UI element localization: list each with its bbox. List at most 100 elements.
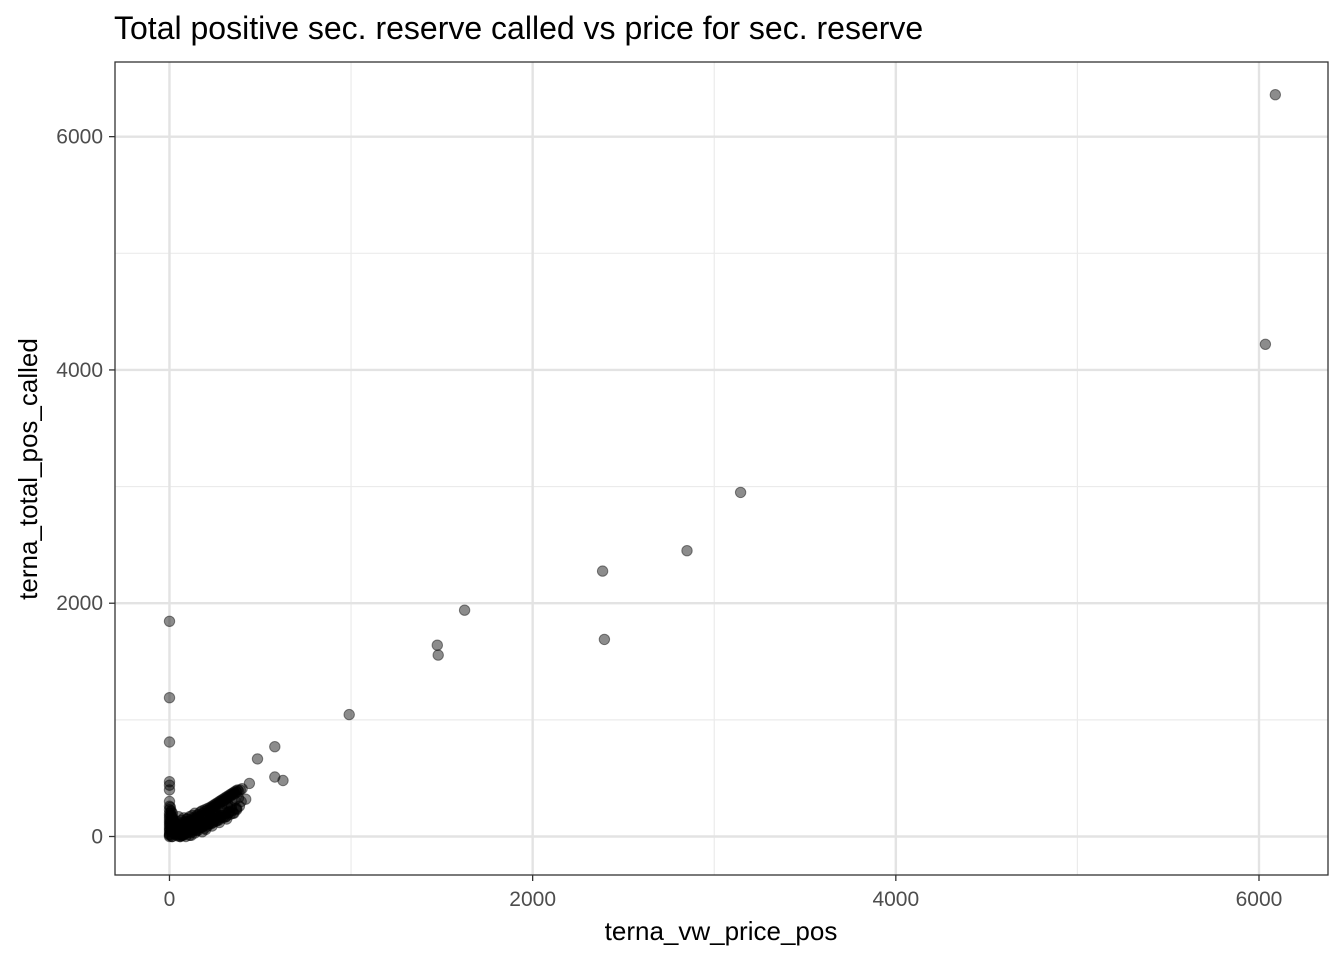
x-axis-ticks: 0 2000 4000 6000 (164, 875, 1283, 911)
data-point (201, 802, 214, 815)
data-point (169, 828, 181, 840)
data-point (191, 811, 204, 823)
data-point (181, 820, 194, 832)
data-point (184, 819, 197, 831)
minor-gridlines (115, 62, 1328, 875)
data-point (211, 813, 224, 825)
data-point (192, 819, 205, 831)
data-point (226, 787, 238, 800)
x-tick-label: 6000 (1236, 888, 1283, 911)
data-points (163, 89, 1282, 843)
data-point (201, 820, 214, 832)
data-point (198, 816, 210, 829)
data-point (174, 830, 187, 843)
data-point (180, 830, 192, 843)
data-point (166, 809, 178, 822)
data-point (192, 808, 205, 820)
data-point (218, 794, 230, 806)
data-point (211, 799, 223, 811)
data-point (163, 826, 176, 838)
data-point (171, 827, 183, 839)
data-point (196, 821, 208, 833)
data-point (229, 787, 241, 800)
data-point (173, 828, 185, 840)
data-point (164, 814, 177, 826)
data-point (173, 825, 186, 837)
data-point (212, 814, 225, 826)
y-tick-label: 0 (91, 826, 103, 849)
data-point (681, 545, 693, 557)
data-point (170, 821, 183, 833)
data-point (175, 829, 188, 841)
data-point (196, 805, 208, 817)
data-point (170, 827, 182, 839)
data-point (184, 816, 197, 829)
data-point (163, 828, 176, 840)
data-point (269, 771, 281, 783)
data-point (214, 802, 227, 815)
data-point (211, 812, 223, 824)
data-point (175, 814, 188, 826)
data-point (230, 802, 242, 815)
data-point (233, 800, 246, 812)
data-point (179, 826, 191, 838)
data-point (209, 804, 221, 816)
data-point (204, 816, 217, 829)
data-point (189, 813, 201, 825)
data-point (188, 812, 200, 824)
data-point (230, 785, 242, 797)
data-point (210, 798, 222, 810)
data-point (219, 809, 231, 822)
data-point (177, 829, 189, 841)
y-tick-label: 6000 (56, 126, 103, 149)
y-tick-label: 4000 (56, 359, 103, 382)
data-point (206, 813, 218, 825)
data-point (203, 818, 216, 830)
data-point (174, 830, 186, 843)
data-point (171, 828, 183, 840)
data-point (167, 813, 179, 825)
data-point (209, 800, 221, 812)
data-point (201, 812, 213, 824)
data-point (189, 827, 201, 839)
data-point (224, 808, 237, 820)
data-point (194, 818, 207, 830)
data-point (227, 788, 239, 801)
data-point (176, 821, 188, 833)
data-point (205, 818, 217, 830)
data-point (172, 811, 185, 823)
data-point (217, 804, 229, 816)
data-point (207, 806, 219, 818)
data-point (190, 823, 202, 836)
data-point (220, 811, 232, 823)
data-point (343, 708, 355, 721)
data-point (163, 776, 176, 788)
data-point (192, 814, 205, 826)
data-point (208, 799, 220, 811)
data-point (177, 816, 189, 829)
data-point (191, 823, 203, 836)
data-point (187, 820, 199, 832)
data-point (178, 820, 191, 832)
data-point (171, 830, 184, 842)
data-point (251, 753, 264, 765)
data-point (232, 785, 245, 797)
data-point (240, 793, 252, 805)
data-point (174, 820, 187, 832)
data-point (185, 822, 198, 834)
data-point (168, 818, 180, 830)
data-point (167, 812, 179, 824)
data-point (165, 805, 177, 817)
data-point (174, 819, 187, 831)
data-point (193, 822, 206, 834)
data-point (163, 800, 176, 812)
data-point (216, 795, 228, 808)
data-point (228, 807, 240, 819)
data-point (163, 795, 176, 808)
data-point (188, 822, 200, 834)
data-point (225, 790, 237, 802)
data-point (176, 827, 188, 839)
data-point (191, 809, 203, 822)
data-point (168, 823, 180, 836)
